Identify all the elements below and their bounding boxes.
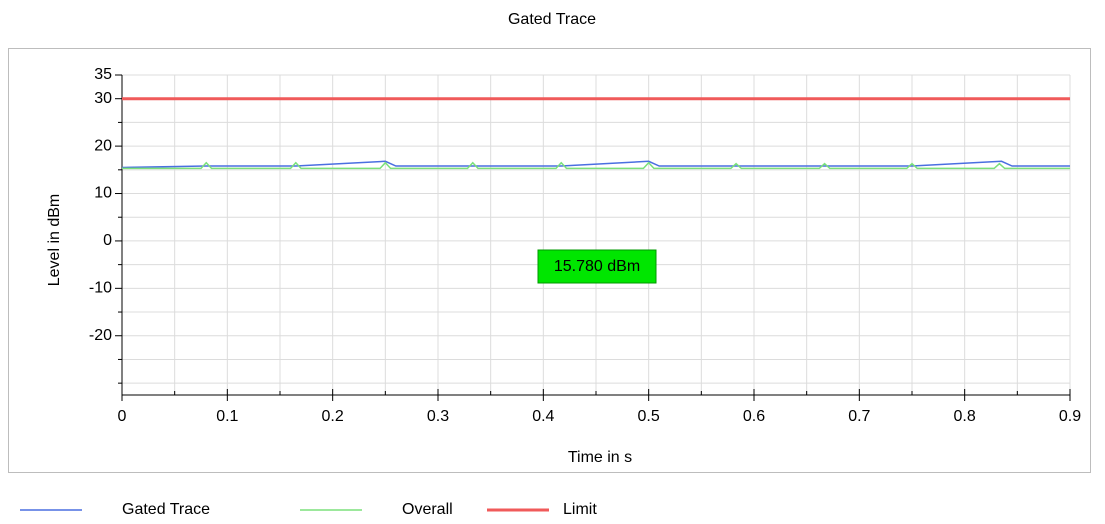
x-tick-label: 0.1 bbox=[216, 408, 238, 425]
y-tick-label: 35 bbox=[94, 66, 112, 83]
x-tick-label: 0.8 bbox=[954, 408, 976, 425]
series-line bbox=[121, 160, 1070, 169]
x-tick-label: 0.6 bbox=[743, 408, 765, 425]
y-tick-label: 20 bbox=[94, 137, 112, 154]
x-tick-label: 0.2 bbox=[322, 408, 344, 425]
annotation: 15.780 dBm bbox=[537, 249, 657, 284]
x-tick-label: 0.9 bbox=[1059, 408, 1081, 425]
x-tick-label: 0 bbox=[118, 408, 127, 425]
y-tick-label: 0 bbox=[103, 232, 112, 249]
legend-label: Gated Trace bbox=[122, 501, 210, 518]
y-tick-label: -10 bbox=[89, 280, 112, 297]
series-line bbox=[122, 161, 1070, 170]
y-tick-label: 30 bbox=[94, 90, 112, 107]
x-tick-label: 0.7 bbox=[848, 408, 870, 425]
x-tick-label: 0.4 bbox=[532, 408, 554, 425]
x-axis-label: Time in s bbox=[568, 449, 632, 466]
y-axis-label: Level in dBm bbox=[46, 194, 63, 287]
y-tick-label: -20 bbox=[89, 327, 112, 344]
x-tick-label: 0.3 bbox=[427, 408, 449, 425]
legend-label: Overall bbox=[402, 501, 453, 518]
y-tick-label: 10 bbox=[94, 185, 112, 202]
legend-label: Limit bbox=[563, 501, 597, 518]
chart-title: Gated Trace bbox=[508, 11, 596, 28]
annotation-text: 15.780 dBm bbox=[554, 258, 640, 275]
annotation-box bbox=[537, 249, 657, 284]
x-tick-label: 0.5 bbox=[638, 408, 660, 425]
